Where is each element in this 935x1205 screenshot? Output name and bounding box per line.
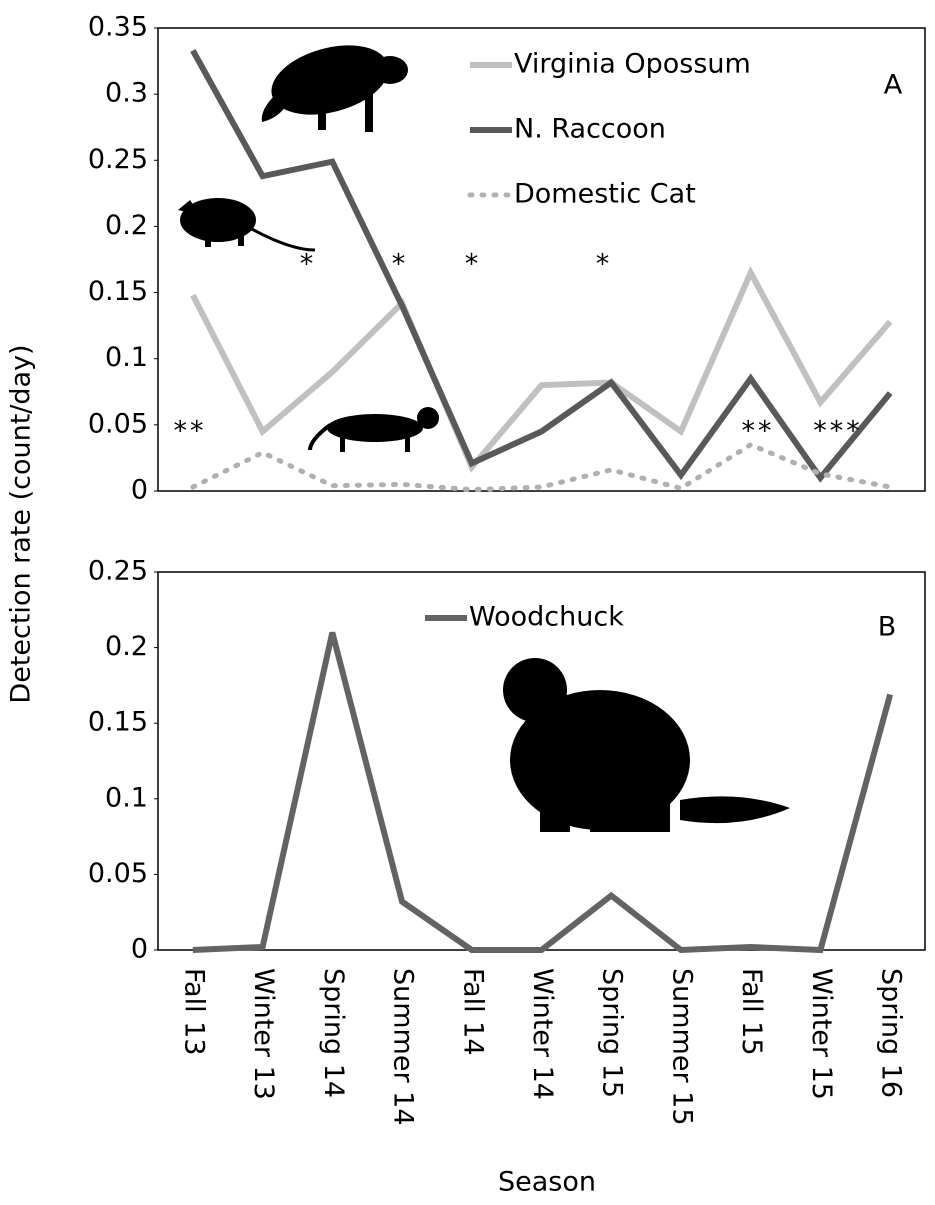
data-line [193, 445, 890, 490]
x-tick-label: Spring 14 [318, 968, 349, 1098]
y-tick-label: 0 [131, 475, 148, 506]
chart: A B Detection rate (count/day) Season 0 0… [0, 0, 935, 1201]
raccoon-silhouette [262, 34, 408, 132]
annotation: * [300, 249, 317, 280]
y-tick-label: 0.05 [88, 858, 148, 889]
y-tick-label: 0.05 [88, 408, 148, 439]
annotation: * [465, 249, 482, 280]
x-tick-label: Summer 14 [388, 968, 419, 1126]
x-tick-label: Spring 15 [597, 968, 628, 1098]
x-tick-label: Winter 13 [248, 968, 279, 1100]
legend-label: Domestic Cat [514, 179, 696, 210]
x-tick-label: Fall 13 [178, 968, 209, 1056]
panel-label: A [884, 70, 903, 101]
cat-silhouette [310, 407, 439, 452]
annotation: ** [174, 416, 207, 447]
y-tick-label: 0.2 [105, 631, 148, 662]
y-tick-label: 0 [131, 934, 148, 965]
x-tick-label: Winter 15 [806, 968, 837, 1100]
y-tick-label: 0.15 [88, 707, 148, 738]
annotation: *** [813, 416, 863, 447]
legend-label: Woodchuck [469, 602, 624, 633]
y-tick-label: 0.15 [88, 276, 148, 307]
page: A B Detection rate (count/day) Season 0 0… [0, 0, 935, 1205]
y-axis-label: Detection rate (count/day) [6, 344, 37, 703]
panel-label: B [878, 612, 897, 643]
annotation: ** [742, 416, 775, 447]
x-tick-label: Spring 16 [876, 968, 907, 1098]
y-tick-label: 0.1 [105, 782, 148, 813]
legend-label: N. Raccoon [514, 114, 666, 145]
y-tick-label: 0.1 [105, 342, 148, 373]
annotation: * [596, 249, 613, 280]
x-tick-label: Fall 14 [457, 968, 488, 1056]
woodchuck-silhouette [503, 658, 790, 832]
y-tick-label: 0.2 [105, 210, 148, 241]
x-tick-label: Fall 15 [736, 968, 767, 1056]
legend-label: Virginia Opossum [514, 49, 751, 80]
y-tick-label: 0.25 [88, 556, 148, 587]
opossum-silhouette [178, 198, 315, 250]
x-tick-label: Summer 15 [666, 968, 697, 1126]
x-tick-label: Winter 14 [527, 968, 558, 1100]
y-tick-label: 0.25 [88, 144, 148, 175]
y-tick-label: 0.3 [105, 78, 148, 109]
x-axis-label: Season [498, 1167, 596, 1198]
data-line [193, 273, 890, 467]
annotation: * [392, 249, 409, 280]
y-tick-label: 0.35 [88, 12, 148, 43]
